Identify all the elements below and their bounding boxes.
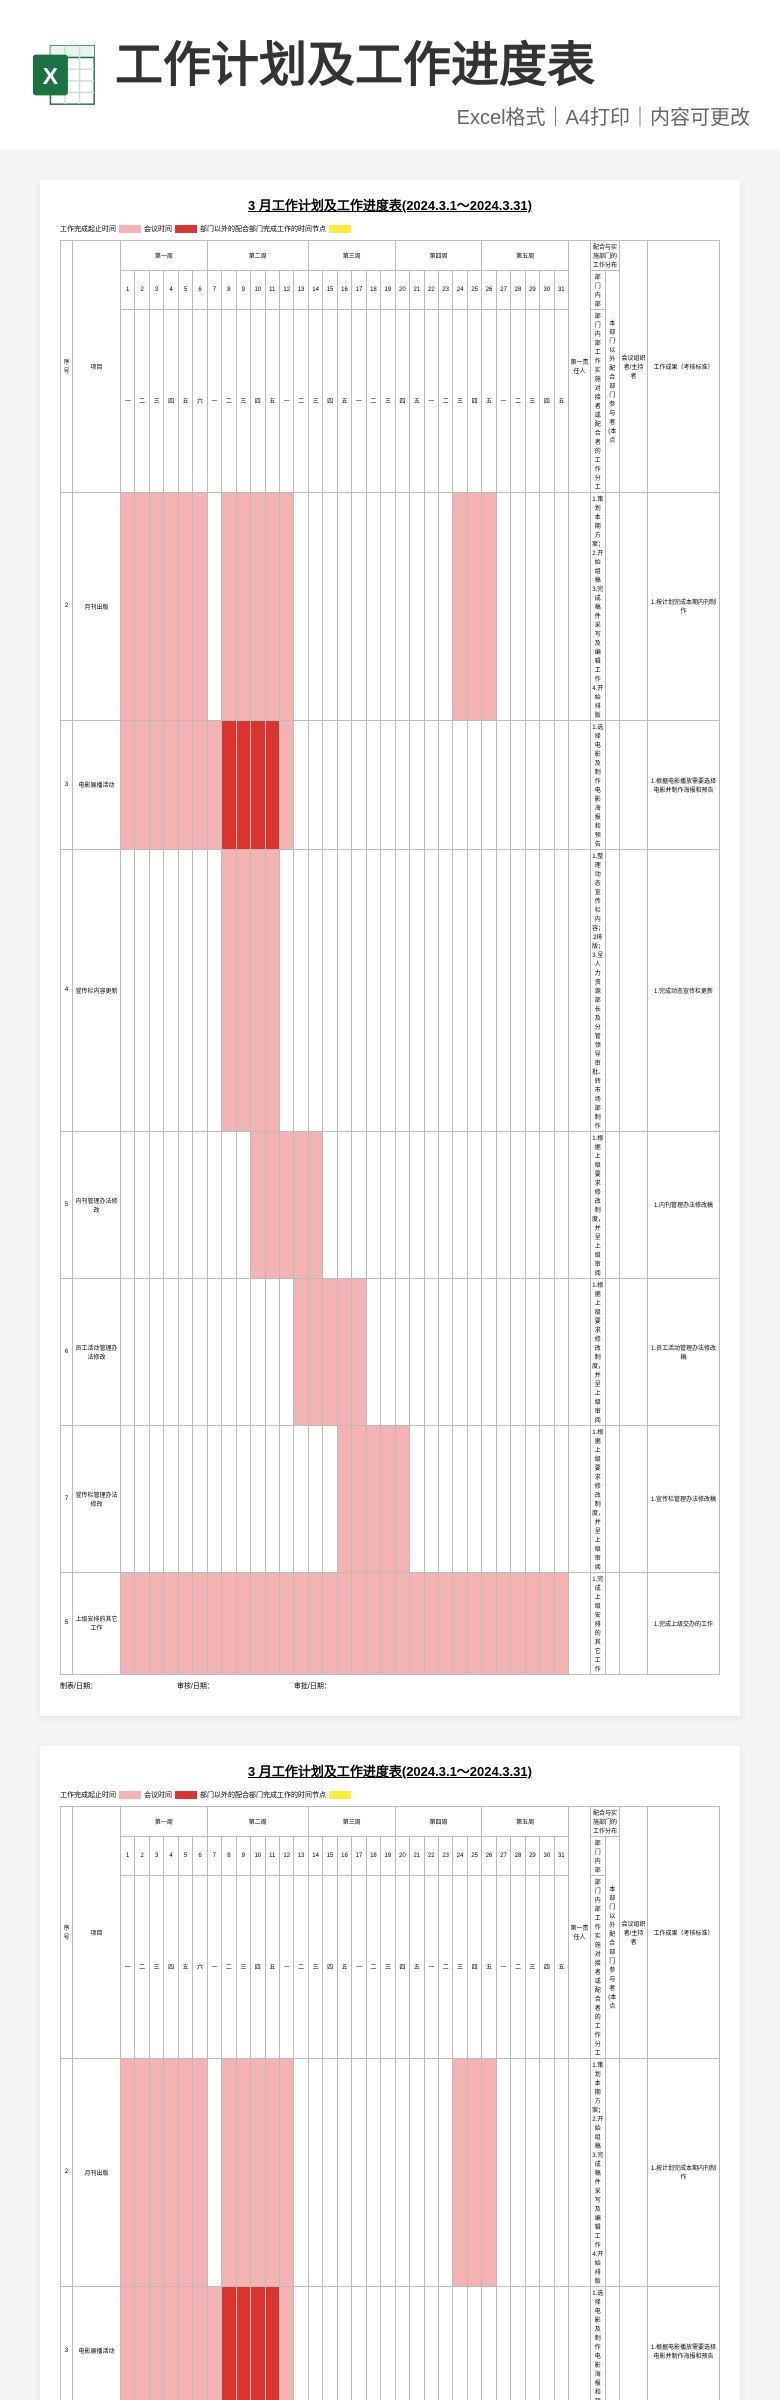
sheet-preview-1: 3 月工作计划及工作进度表(2024.3.1～2024.3.31) 工作完成起止… — [40, 180, 740, 1716]
footer-b: 审核/日期： — [177, 1681, 214, 1691]
svg-text:X: X — [43, 63, 59, 89]
legend-label-1: 工作完成起止时间 — [60, 1790, 116, 1800]
sheet-preview-2: 3 月工作计划及工作进度表(2024.3.1～2024.3.31) 工作完成起止… — [40, 1746, 740, 2400]
gantt-table-2: 序号项目第一周第二周第三周第四周第五周第一责任人配合与实施部门的工作分布会议组织… — [60, 1806, 720, 2400]
legend: 工作完成起止时间 会议时间 部门以外的配合部门完成工作的时间节点 — [60, 1790, 720, 1800]
sheet-title: 3 月工作计划及工作进度表(2024.3.1～2024.3.31) — [60, 1761, 720, 1780]
legend-label-2: 会议时间 — [144, 224, 172, 234]
gantt-table-1: 序号项目第一周第二周第三周第四周第五周第一责任人配合与实施部门的工作分布会议组织… — [60, 240, 720, 1675]
subtitle: Excel格式｜A4打印｜内容可更改 — [115, 101, 750, 130]
footer-a: 制表/日期： — [60, 1681, 97, 1691]
excel-icon: X — [30, 40, 100, 110]
legend-label-3: 部门以外的配合部门完成工作的时间节点 — [200, 224, 326, 234]
swatch-red — [175, 225, 197, 233]
swatch-pink — [119, 1791, 141, 1799]
legend-label-2: 会议时间 — [144, 1790, 172, 1800]
sheet-title: 3 月工作计划及工作进度表(2024.3.1～2024.3.31) — [60, 195, 720, 214]
swatch-red — [175, 1791, 197, 1799]
legend: 工作完成起止时间 会议时间 部门以外的配合部门完成工作的时间节点 — [60, 224, 720, 234]
swatch-yellow — [329, 1791, 351, 1799]
main-title: 工作计划及工作进度表 — [115, 40, 750, 93]
swatch-pink — [119, 225, 141, 233]
legend-label-3: 部门以外的配合部门完成工作的时间节点 — [200, 1790, 326, 1800]
footer-c: 审批/日期： — [294, 1681, 331, 1691]
sheet-footer: 制表/日期： 审核/日期： 审批/日期： — [60, 1681, 720, 1691]
page-header: X 工作计划及工作进度表 Excel格式｜A4打印｜内容可更改 — [0, 0, 780, 150]
swatch-yellow — [329, 225, 351, 233]
legend-label-1: 工作完成起止时间 — [60, 224, 116, 234]
